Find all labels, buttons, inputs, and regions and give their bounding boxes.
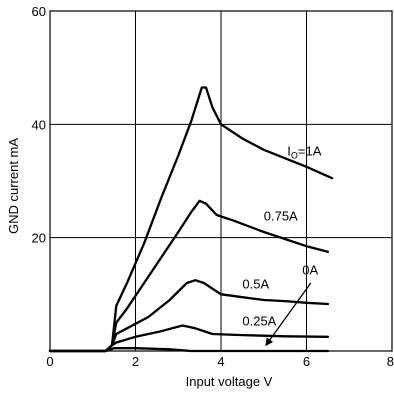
annotation-arrow xyxy=(265,282,312,347)
series-line-io-1a xyxy=(48,86,334,353)
y-tick-label: 60 xyxy=(32,4,46,19)
y-tick-label: 20 xyxy=(32,231,46,246)
series-label-0-25a: 0.25A xyxy=(242,314,276,329)
x-tick-label: 8 xyxy=(387,354,394,369)
series-label-io-1a: IO=1A xyxy=(287,144,321,161)
tick-labels: 0 2 4 6 8 20 40 60 xyxy=(32,4,394,369)
series-label-0-5a: 0.5A xyxy=(242,277,269,292)
x-tick-label: 2 xyxy=(132,354,139,369)
annotations xyxy=(265,282,312,347)
y-tick-label: 40 xyxy=(32,117,46,132)
series-line-0a xyxy=(48,347,330,353)
series-line-0-25a xyxy=(48,324,330,353)
series-labels: IO=1A 0.75A 0.5A 0.25A 0A xyxy=(242,144,321,329)
series-label-0-75a: 0.75A xyxy=(264,209,298,224)
x-tick-label: 4 xyxy=(217,354,224,369)
x-tick-label: 6 xyxy=(303,354,310,369)
series-line-0-5a xyxy=(48,279,330,353)
grid xyxy=(50,11,392,351)
series-label-0a: 0A xyxy=(302,263,318,278)
y-axis-label: GND current mA xyxy=(6,138,21,234)
series-lines xyxy=(48,86,334,353)
x-tick-label: 0 xyxy=(46,354,53,369)
series-line-0-75a xyxy=(48,199,330,353)
x-axis-label: Input voltage V xyxy=(186,374,273,389)
